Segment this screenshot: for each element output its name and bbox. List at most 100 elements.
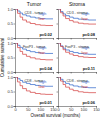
plot-area bbox=[58, 9, 96, 24]
legend-entry: low bbox=[82, 16, 88, 21]
plot-area bbox=[15, 9, 53, 26]
tick-label: 0.0 bbox=[7, 104, 13, 109]
panel-label: CD8 - tumor bbox=[24, 79, 44, 83]
tick: 0.0 bbox=[7, 104, 15, 109]
tick bbox=[40, 72, 41, 74]
panel-label: CD3 - stroma bbox=[67, 11, 88, 15]
tick: 150 bbox=[93, 106, 100, 112]
tick-label: 100 bbox=[80, 107, 87, 112]
tick-label: 1.0 bbox=[7, 41, 13, 46]
survival-curve bbox=[15, 77, 53, 94]
tick-mark bbox=[14, 43, 16, 44]
x-axis bbox=[59, 38, 97, 40]
tick bbox=[53, 38, 54, 40]
tick-mark bbox=[71, 72, 72, 74]
tick-mark bbox=[57, 9, 59, 10]
tick-mark bbox=[96, 38, 97, 40]
y-axis bbox=[57, 44, 59, 73]
tick-label: 0 bbox=[57, 107, 60, 112]
legend-entry: low bbox=[82, 50, 88, 55]
tick bbox=[57, 38, 59, 39]
y-axis: 0.00.51.0 bbox=[7, 7, 15, 41]
axis-line bbox=[59, 73, 97, 74]
tick: 1.0 bbox=[7, 7, 15, 12]
p-value: p=0.04 bbox=[39, 66, 52, 71]
tick-label: 1.0 bbox=[7, 75, 13, 80]
legend-entry: low bbox=[39, 84, 45, 89]
tick-mark bbox=[14, 92, 16, 93]
plot-area bbox=[58, 77, 96, 93]
tick bbox=[71, 38, 72, 40]
tick-mark bbox=[28, 72, 29, 74]
tick-mark bbox=[14, 72, 16, 73]
panel: highlowCD3 - stromap=0.08 bbox=[57, 9, 97, 40]
tick bbox=[96, 72, 97, 74]
panel-label: FoxP3 - stroma bbox=[65, 45, 89, 49]
x-axis bbox=[59, 72, 97, 74]
tick-mark bbox=[96, 72, 97, 74]
tick-mark bbox=[83, 38, 84, 40]
axis-line bbox=[14, 44, 16, 73]
legend-entry: low bbox=[82, 84, 88, 89]
tick-label: 150 bbox=[93, 107, 100, 112]
p-value: p=0.01 bbox=[39, 100, 52, 105]
tick bbox=[28, 38, 29, 40]
panel: 050100150highlowCD8 - stromap=0.06 bbox=[57, 77, 100, 112]
tick: 0 bbox=[57, 106, 60, 112]
tick-mark bbox=[57, 38, 59, 39]
column-title: Stroma bbox=[69, 1, 85, 7]
x-axis: 0 50 100 150 bbox=[57, 106, 100, 112]
x-axis bbox=[16, 72, 54, 74]
tick-label: 100 bbox=[37, 107, 44, 112]
tick: 50 bbox=[69, 106, 74, 112]
tick bbox=[57, 58, 59, 59]
y-axis bbox=[57, 78, 59, 107]
tick-mark bbox=[14, 77, 16, 78]
axis-line bbox=[16, 73, 54, 74]
tick-mark bbox=[14, 9, 16, 10]
tick bbox=[40, 38, 41, 40]
y-axis: 0.00.51.0 bbox=[7, 41, 15, 75]
tick-mark bbox=[14, 38, 16, 39]
tick-label: 1.0 bbox=[7, 7, 13, 12]
survival-curve bbox=[58, 9, 96, 24]
tick-label: 0.5 bbox=[7, 55, 13, 60]
tick-mark bbox=[53, 72, 54, 74]
tick: 1.0 bbox=[7, 41, 15, 46]
p-value: p=0.11 bbox=[83, 66, 96, 71]
tick: 0 bbox=[14, 106, 17, 112]
panel-label: FoxP3 - tumor bbox=[23, 45, 46, 49]
survival-curve bbox=[15, 43, 53, 60]
tick: 100 bbox=[80, 106, 87, 112]
axis-line bbox=[57, 78, 59, 107]
tick bbox=[57, 43, 59, 44]
panel: 0.00.51.0highlowCD3 - tumorp=0.02 bbox=[7, 7, 53, 41]
tick-mark bbox=[57, 72, 59, 73]
tick bbox=[96, 38, 97, 40]
tick bbox=[83, 38, 84, 40]
tick: 0.5 bbox=[7, 55, 15, 60]
tick: 100 bbox=[37, 106, 44, 112]
tick-mark bbox=[40, 38, 41, 40]
tick-label: 0.5 bbox=[7, 89, 13, 94]
plot-area bbox=[58, 43, 96, 58]
tick bbox=[57, 106, 59, 107]
tick-label: 50 bbox=[26, 107, 31, 112]
tick: 0.5 bbox=[7, 89, 15, 94]
survival-curve bbox=[58, 9, 96, 20]
p-value: p=0.06 bbox=[82, 100, 95, 105]
axis-line bbox=[59, 39, 97, 40]
legend-entry: low bbox=[39, 50, 45, 55]
tick bbox=[53, 72, 54, 74]
tick-mark bbox=[14, 58, 16, 59]
panel-label: CD8 - stroma bbox=[67, 79, 88, 83]
survival-curve bbox=[15, 77, 53, 86]
panel-label: CD3 - tumor bbox=[24, 11, 44, 15]
y-axis-title: Cumulative survival bbox=[0, 38, 5, 77]
tick bbox=[83, 72, 84, 74]
survival-curve bbox=[58, 43, 96, 58]
tick-mark bbox=[57, 24, 59, 25]
tick bbox=[71, 72, 72, 74]
tick bbox=[57, 72, 59, 73]
tick-mark bbox=[57, 43, 59, 44]
